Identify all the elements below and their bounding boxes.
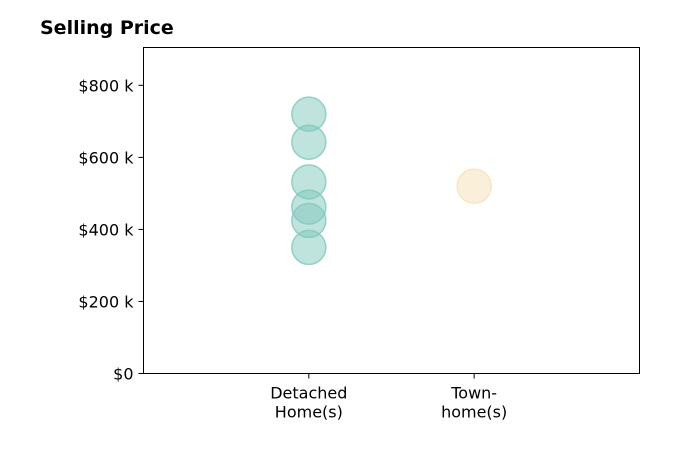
y-tick-label: $0 — [113, 365, 133, 384]
x-tick-label: Home(s) — [275, 403, 343, 422]
x-tick-label: Town- — [450, 384, 497, 403]
x-tick-label: home(s) — [441, 403, 507, 422]
plot-area-frame — [143, 47, 640, 374]
y-tick-label: $200 k — [78, 292, 134, 311]
chart-title: Selling Price — [40, 17, 174, 39]
data-points — [291, 96, 492, 266]
y-tick-label: $600 k — [78, 148, 134, 167]
y-axis: $0 $200 k $400 k $600 k $800 k — [78, 76, 144, 384]
data-point — [291, 229, 327, 266]
y-tick-label: $800 k — [78, 76, 134, 95]
x-tick-label: Detached — [270, 384, 347, 403]
data-point — [291, 124, 327, 160]
y-tick-label: $400 k — [78, 220, 134, 239]
data-point — [456, 168, 492, 204]
